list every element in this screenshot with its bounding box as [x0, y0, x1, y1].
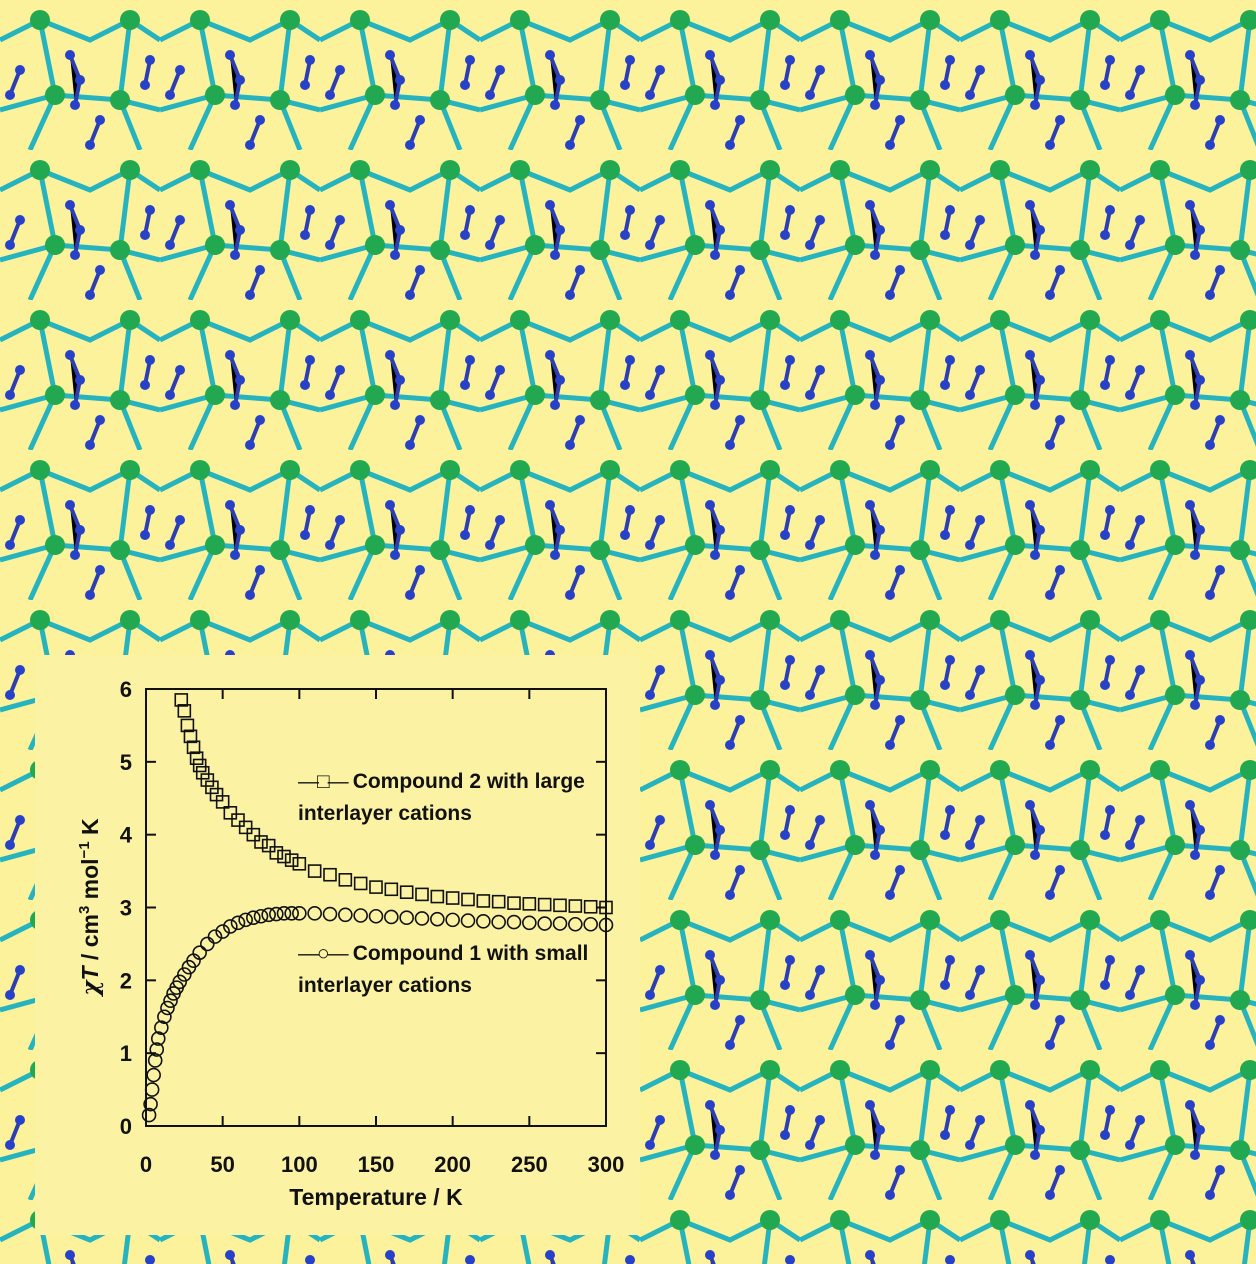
y-label-part: K	[77, 818, 103, 841]
y-tick-label: 4	[120, 823, 133, 848]
legend-symbol: —□—	[298, 770, 347, 793]
y-label-part: −1	[76, 841, 93, 858]
x-tick-label: 300	[588, 1152, 625, 1177]
y-tick-label: 5	[120, 750, 132, 775]
x-tick-label: 250	[511, 1152, 548, 1177]
chart: Temperature / K χT / cm3 mol−1 K 0501001…	[0, 0, 1256, 1264]
x-tick-label: 0	[140, 1152, 152, 1177]
y-tick-label: 6	[120, 677, 132, 702]
y-label-part: / cm	[77, 914, 103, 966]
legend-entry: —□—Compound 2 with large interlayer cati…	[298, 766, 598, 830]
y-label-part: mol	[77, 858, 103, 905]
x-axis-label: Temperature / K	[289, 1184, 463, 1210]
legend-entry: —○—Compound 1 with small interlayer cati…	[298, 938, 598, 1002]
y-tick-label: 1	[120, 1041, 132, 1066]
y-tick-label: 0	[120, 1114, 132, 1139]
figure: Temperature / K χT / cm3 mol−1 K 0501001…	[0, 0, 1256, 1264]
x-tick-label: 50	[210, 1152, 234, 1177]
x-tick-label: 150	[358, 1152, 395, 1177]
y-tick-label: 3	[120, 896, 132, 921]
y-tick-label: 2	[120, 968, 132, 993]
x-tick-label: 100	[281, 1152, 318, 1177]
y-label-part: 3	[76, 906, 93, 914]
x-tick-label: 200	[434, 1152, 471, 1177]
legend-symbol: —○—	[298, 942, 347, 965]
